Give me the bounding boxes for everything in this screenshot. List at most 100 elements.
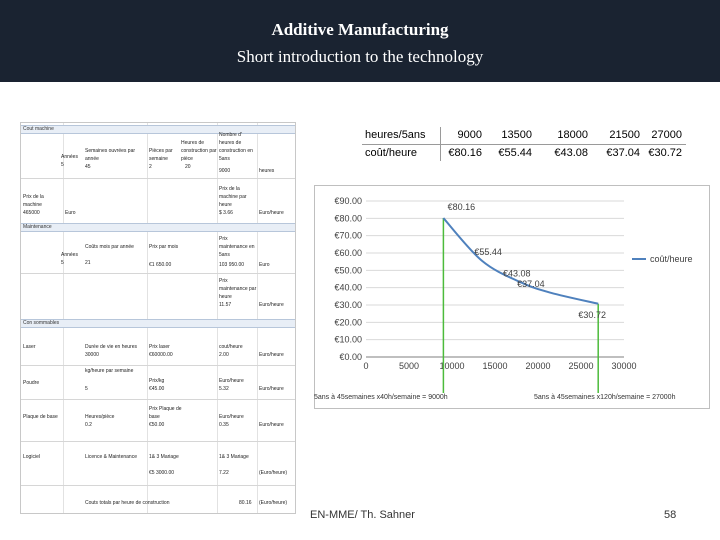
cell-label: 1& 3 Mariage [149, 454, 179, 460]
cell-label: Prix laser [149, 344, 170, 350]
cell-label: Prix par mois [149, 244, 179, 250]
chart-canvas: €0.00 €10.00 €20.00 €30.00 €40.00 €50.00 €60.0… [314, 185, 710, 409]
cell-unit: heures [259, 168, 275, 174]
table-row: coût/heure €80.16 €55.44 €43.08 €37.04 €… [362, 144, 686, 161]
section-label: Laser [23, 344, 36, 350]
cell-unit: Euro/heure [259, 386, 284, 392]
cell-value: €1 650.00 [149, 262, 172, 268]
chart-frame [314, 185, 710, 409]
x-tick-label: 30000 [611, 361, 636, 371]
x-tick-label: 15000 [482, 361, 507, 371]
y-tick-label: €20.00 [334, 317, 362, 327]
x-tick-label: 25000 [568, 361, 593, 371]
slide-subtitle: Short introduction to the technology [236, 47, 484, 66]
y-tick-label: €80.00 [334, 213, 362, 223]
y-tick-label: €60.00 [334, 248, 362, 258]
footer-author: EN-MME/ Th. Sahner [310, 509, 415, 521]
table-cell: €43.08 [554, 146, 588, 159]
legend-label: coût/heure [650, 254, 693, 264]
section-label: Poudre [23, 380, 40, 386]
cell-unit: Euro [65, 210, 76, 216]
cell-value: 5.32 [219, 386, 229, 392]
y-tick-label: €90.00 [334, 196, 362, 206]
cell-label: Euro/heure [219, 378, 244, 384]
section-label: Maintenance [23, 224, 52, 230]
cell-label: Licence & Maintenance [85, 454, 137, 460]
data-label: €37.04 [517, 279, 545, 289]
cell-label: Coûts mois par année [85, 244, 134, 250]
series-line [442, 217, 599, 305]
cell-value: 80.16 [239, 500, 252, 506]
section-cout-machine [21, 125, 295, 134]
cell-label: Prix maintenance par heure [219, 278, 257, 300]
cell-value: 5 [61, 162, 64, 168]
cell-unit: Euro/heure [259, 422, 284, 428]
cell-label: Heures de construction par pièce [181, 140, 217, 162]
cell-unit: Euro/heure [259, 352, 284, 358]
title-bar: Additive Manufacturing Short introductio… [0, 0, 720, 82]
cell-label: Pièces par semaine [149, 148, 173, 162]
section-maintenance [21, 223, 295, 232]
cell-value: 45 [85, 164, 91, 170]
cell-unit: (Euro/heure) [259, 470, 288, 476]
cell-label: kg/heure par semaine [85, 368, 134, 374]
cell-label: Prix Plaque de base [149, 406, 182, 420]
cell-label: Années [61, 154, 78, 160]
data-label: €30.72 [578, 310, 606, 320]
row-divider [21, 485, 295, 486]
cell-value: 20 [185, 164, 191, 170]
row-label-heures: heures/5ans [362, 127, 441, 145]
cell-value: 9000 [219, 168, 231, 174]
row-divider [21, 365, 295, 366]
cell-unit: (Euro/heure) [259, 500, 288, 506]
section-label: Cout machine [23, 126, 54, 132]
cell-label: Prix maintenance en 5ans [219, 236, 255, 258]
table-cell: €37.04 [606, 146, 640, 159]
cell-value: 2.00 [219, 352, 229, 358]
column-line [217, 123, 218, 513]
cell-value: 7.22 [219, 470, 229, 476]
slide-title: Additive Manufacturing [271, 20, 449, 39]
cell-label: Prix/kg [149, 378, 165, 384]
y-tick-label: €70.00 [334, 231, 362, 241]
cell-value: €50.00 [149, 422, 165, 428]
table-cell: 18000 [536, 127, 592, 145]
table-cell: 13500 [486, 127, 536, 145]
row-divider [21, 441, 295, 442]
table-cell: €55.44 [498, 146, 532, 159]
cell-label: Années [61, 252, 78, 258]
cell-value: 2 [149, 164, 152, 170]
data-label: €55.44 [474, 247, 502, 257]
cost-per-hour-chart: €0.00 €10.00 €20.00 €30.00 €40.00 €50.00 €60.0… [314, 185, 710, 409]
cell-value: 0.35 [219, 422, 229, 428]
cell-value: 465000 [23, 210, 40, 216]
x-tick-label: 5000 [399, 361, 419, 371]
section-label: Plaque de base [23, 414, 58, 420]
column-line [257, 123, 258, 513]
cell-label: Prix de la machine [23, 194, 44, 208]
row-divider [21, 273, 295, 274]
cell-label: cout/heure [219, 344, 243, 350]
cell-value: €60000.00 [149, 352, 173, 358]
data-label: €80.16 [448, 202, 476, 212]
y-tick-label: €40.00 [334, 283, 362, 293]
cell-value: 5 [61, 260, 64, 266]
cell-label: 1& 3 Mariage [219, 454, 249, 460]
note-9000h: 5ans à 45semaines x40h/semaine = 9000h [314, 394, 448, 401]
table-row: heures/5ans 9000 13500 18000 21500 27000 [362, 127, 686, 145]
cell-label: Durée de vie en heures [85, 344, 137, 350]
cell-label: Semaines ouvrées par année [85, 148, 136, 162]
y-tick-label: €10.00 [334, 335, 362, 345]
note-27000h: 5ans à 45semaines x120h/semaine = 27000h [534, 394, 676, 401]
column-line [147, 123, 148, 513]
cell-value: 30000 [85, 352, 99, 358]
cell-value: €5 3000.00 [149, 470, 175, 476]
cell-value: 0.2 [85, 422, 92, 428]
table-cell: €30.72 [648, 146, 682, 159]
y-tick-label: €30.00 [334, 300, 362, 310]
table-cell: 21500 [592, 127, 644, 145]
y-tick-label: €0.00 [339, 352, 362, 362]
section-consommables [21, 319, 295, 328]
cell-value: 11.57 [219, 302, 232, 308]
cell-unit: Euro [259, 262, 270, 268]
